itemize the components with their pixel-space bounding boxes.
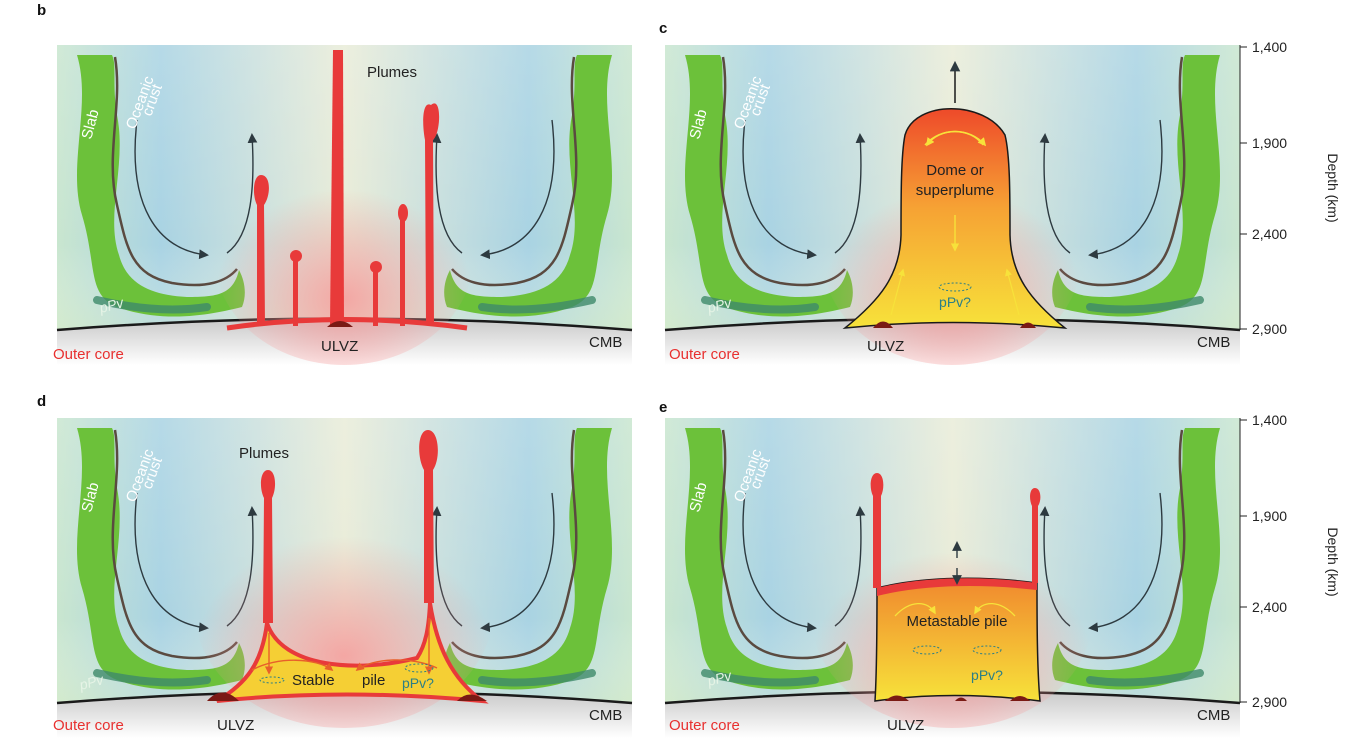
outer-core-label: Outer core xyxy=(669,717,740,734)
depth-tick: 2,900 xyxy=(1252,694,1287,710)
stable-label: Stable xyxy=(292,672,335,689)
ppv-question-label: pPv? xyxy=(402,675,434,691)
ulvz-patch xyxy=(327,321,353,327)
cmb-label: CMB xyxy=(1197,334,1230,351)
cmb-label: CMB xyxy=(589,334,622,351)
ulvz-label: ULVZ xyxy=(217,717,254,734)
dome-label-line2: superplume xyxy=(916,182,994,199)
ulvz-label: ULVZ xyxy=(887,717,924,734)
depth-axis-top: 1,400 1,900 2,400 2,900 Depth (km) xyxy=(1239,39,1341,337)
metastable-pile-label: Metastable pile xyxy=(907,613,1008,630)
cmb-label: CMB xyxy=(589,707,622,724)
panel-letter: d xyxy=(37,393,46,410)
metastable-pile xyxy=(874,577,1041,702)
ppv-question-label: pPv? xyxy=(971,667,1003,683)
depth-axis-bottom: 1,400 1,900 2,400 2,900 Depth (km) xyxy=(1239,412,1341,710)
panel-b: b Plumes ULVZ Outer core CMB Slab Oceani… xyxy=(37,2,632,365)
depth-tick: 1,900 xyxy=(1252,135,1287,151)
outer-core-label: Outer core xyxy=(669,346,740,363)
ppv-label: pPv xyxy=(97,294,126,316)
ppv-label: pPv xyxy=(705,667,734,689)
plumes xyxy=(870,473,1041,588)
panel-e: e Metastable pile pPv? ULVZ Outer core C… xyxy=(659,399,1240,738)
depth-tick: 2,400 xyxy=(1252,226,1287,242)
pile-label: pile xyxy=(362,672,385,689)
panel-letter: e xyxy=(659,399,667,416)
outer-core-label: Outer core xyxy=(53,717,124,734)
panel-d: d Plumes Stable pile pPv? ULVZ Outer cor… xyxy=(37,393,632,738)
ppv-label: pPv xyxy=(77,671,106,693)
depth-tick: 1,400 xyxy=(1252,412,1287,428)
depth-tick: 1,900 xyxy=(1252,508,1287,524)
ulvz-label: ULVZ xyxy=(867,338,904,355)
plumes xyxy=(226,50,468,331)
dome-label-line1: Dome or xyxy=(926,162,984,179)
depth-tick: 2,900 xyxy=(1252,321,1287,337)
cmb-label: CMB xyxy=(1197,707,1230,724)
ppv-label: pPv xyxy=(705,294,734,316)
panel-c: c Dome or superplume pPv? ULVZ Outer cor… xyxy=(659,20,1240,365)
plumes xyxy=(260,430,438,623)
ulvz-label: ULVZ xyxy=(321,338,358,355)
depth-axis-title: Depth (km) xyxy=(1325,527,1341,596)
panel-letter: b xyxy=(37,2,46,19)
ppv-question-label: pPv? xyxy=(939,294,971,310)
plumes-label: Plumes xyxy=(367,64,417,81)
depth-axis-title: Depth (km) xyxy=(1325,153,1341,222)
plumes-label: Plumes xyxy=(239,445,289,462)
outer-core-label: Outer core xyxy=(53,346,124,363)
depth-tick: 2,400 xyxy=(1252,599,1287,615)
depth-tick: 1,400 xyxy=(1252,39,1287,55)
panel-letter: c xyxy=(659,20,667,37)
